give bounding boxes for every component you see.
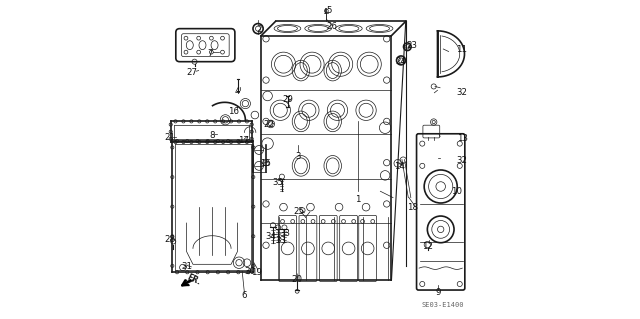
Text: FR.: FR. — [185, 273, 202, 287]
Text: 22: 22 — [264, 120, 275, 129]
Text: 4: 4 — [235, 87, 240, 96]
Text: 15: 15 — [260, 159, 271, 168]
Text: 23: 23 — [406, 41, 418, 50]
Text: 35: 35 — [273, 178, 284, 187]
Text: 12: 12 — [422, 242, 433, 251]
Text: 16: 16 — [228, 108, 239, 116]
Text: 17: 17 — [237, 136, 248, 145]
Text: 19: 19 — [251, 268, 262, 277]
Text: 25: 25 — [294, 207, 305, 216]
Text: 18: 18 — [407, 203, 419, 211]
Text: 27: 27 — [187, 68, 198, 77]
Text: 32: 32 — [457, 88, 468, 97]
Text: 7: 7 — [207, 48, 213, 58]
Text: 31: 31 — [181, 262, 192, 271]
Text: 9: 9 — [435, 288, 441, 297]
Text: 5: 5 — [327, 6, 332, 15]
Text: 3: 3 — [295, 152, 301, 161]
Text: 21: 21 — [164, 133, 175, 142]
Text: 33: 33 — [276, 236, 287, 245]
Text: 10: 10 — [451, 187, 462, 196]
Text: 20: 20 — [292, 275, 303, 284]
Text: 2: 2 — [256, 25, 262, 34]
Text: 6: 6 — [241, 291, 246, 300]
Text: 30: 30 — [244, 267, 255, 276]
Text: 34: 34 — [265, 232, 276, 241]
Text: 28: 28 — [164, 235, 175, 244]
Text: SE03-E1400: SE03-E1400 — [422, 302, 464, 308]
Text: 14: 14 — [394, 162, 405, 171]
Text: 24: 24 — [396, 56, 406, 65]
Text: 1: 1 — [355, 195, 360, 204]
Text: 33: 33 — [280, 229, 291, 238]
Text: 32: 32 — [457, 156, 468, 165]
Text: 11: 11 — [456, 45, 467, 55]
Text: 8: 8 — [209, 131, 215, 140]
Text: 26: 26 — [326, 22, 337, 31]
Text: 13: 13 — [458, 134, 468, 143]
Text: 29: 29 — [283, 95, 294, 104]
